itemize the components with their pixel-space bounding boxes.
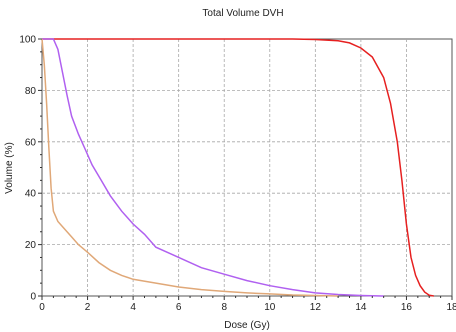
grid-lines bbox=[42, 39, 452, 296]
x-tick-label: 2 bbox=[85, 302, 91, 313]
x-axis-label: Dose (Gy) bbox=[224, 320, 270, 331]
y-tick-label: 40 bbox=[25, 189, 37, 200]
dvh-curve-2 bbox=[42, 38, 384, 297]
series-layer bbox=[41, 38, 434, 297]
axis-ticks bbox=[38, 38, 453, 300]
x-tick-label: 12 bbox=[310, 302, 322, 313]
y-tick-label: 20 bbox=[25, 240, 37, 251]
x-tick-label: 16 bbox=[401, 302, 413, 313]
y-axis-label: Volume (%) bbox=[4, 142, 15, 194]
x-tick-label: 10 bbox=[264, 302, 276, 313]
x-tick-label: 4 bbox=[130, 302, 136, 313]
plot-area bbox=[41, 38, 453, 297]
x-tick-label: 0 bbox=[39, 302, 45, 313]
dvh-curve-1 bbox=[42, 38, 434, 297]
x-tick-label: 6 bbox=[176, 302, 182, 313]
y-tick-label: 80 bbox=[25, 86, 37, 97]
x-tick-label: 18 bbox=[446, 302, 456, 313]
x-tick-label: 14 bbox=[355, 302, 367, 313]
tick-labels: 0 2 4 6 8 10 12 14 16 18 0 20 40 60 80 100 bbox=[19, 35, 456, 314]
y-tick-label: 60 bbox=[25, 137, 37, 148]
y-tick-label: 100 bbox=[19, 35, 36, 46]
x-tick-label: 8 bbox=[221, 302, 227, 313]
y-tick-label: 0 bbox=[30, 292, 36, 303]
chart-title: Total Volume DVH bbox=[202, 8, 283, 19]
dvh-curve-3 bbox=[41, 38, 339, 297]
